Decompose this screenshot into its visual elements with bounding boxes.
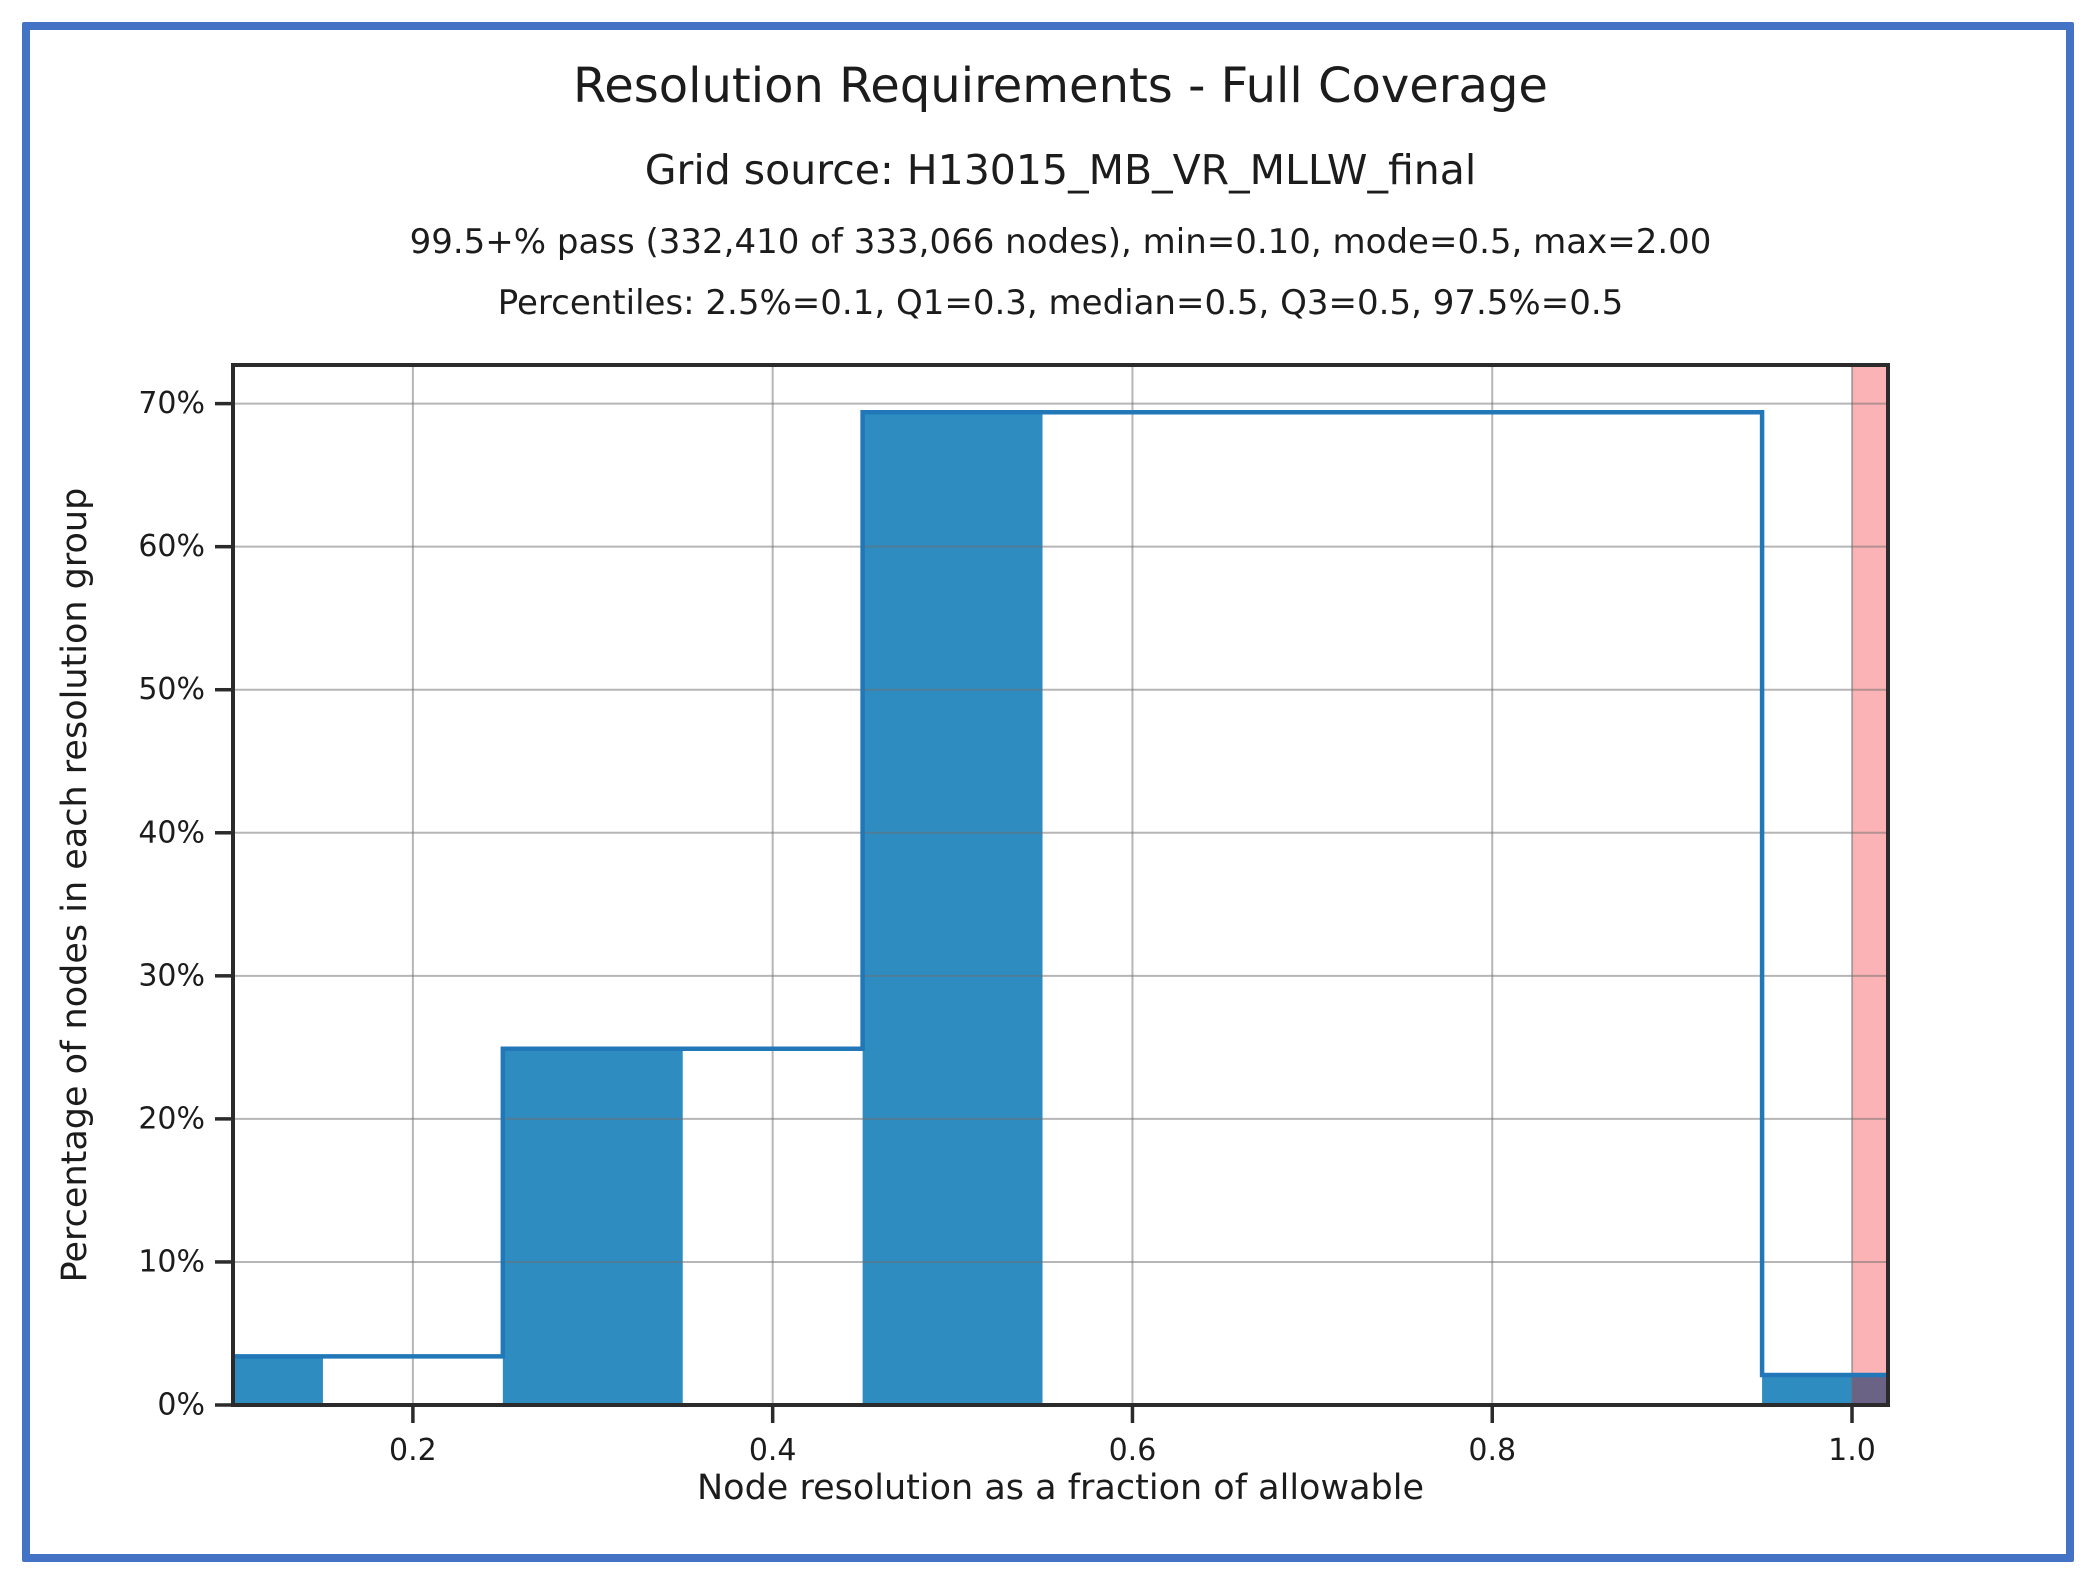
step-line [233, 409, 1888, 1378]
y-tick-label: 70% [138, 386, 205, 421]
histogram-bar [1762, 1374, 1853, 1405]
y-axis-label: Percentage of nodes in each resolution g… [55, 487, 95, 1283]
x-axis-label: Node resolution as a fraction of allowab… [696, 1468, 1425, 1508]
histogram-bar [502, 1047, 683, 1405]
chart-subtitle: Grid source: H13015_MB_VR_MLLW_final [644, 146, 1477, 194]
y-tick-label: 20% [138, 1101, 205, 1136]
y-tick-label: 10% [138, 1244, 205, 1279]
chart-title: Resolution Requirements - Full Coverage [573, 58, 1548, 114]
histogram-bar [1852, 1374, 1888, 1405]
y-tick-label: 60% [138, 529, 205, 564]
y-tick-label: 0% [157, 1388, 205, 1423]
y-tick-label: 50% [138, 672, 205, 707]
histogram-bar [862, 410, 1043, 1405]
chart-percentiles-line: Percentiles: 2.5%=0.1, Q1=0.3, median=0.… [497, 283, 1624, 323]
chart-stats-line: 99.5+% pass (332,410 of 333,066 nodes), … [409, 222, 1712, 262]
histogram-bar [233, 1356, 323, 1405]
x-tick-label: 0.6 [1109, 1433, 1157, 1468]
plot-spines [231, 363, 1890, 1407]
y-tick-label: 30% [138, 958, 205, 993]
x-tick-label: 0.2 [389, 1433, 437, 1468]
x-tick-label: 1.0 [1828, 1433, 1876, 1468]
fail-band [1852, 365, 1888, 1405]
plot-area [233, 365, 1888, 1405]
x-tick-label: 0.4 [749, 1433, 797, 1468]
y-tick-label: 40% [138, 815, 205, 850]
x-tick-label: 0.8 [1468, 1433, 1516, 1468]
